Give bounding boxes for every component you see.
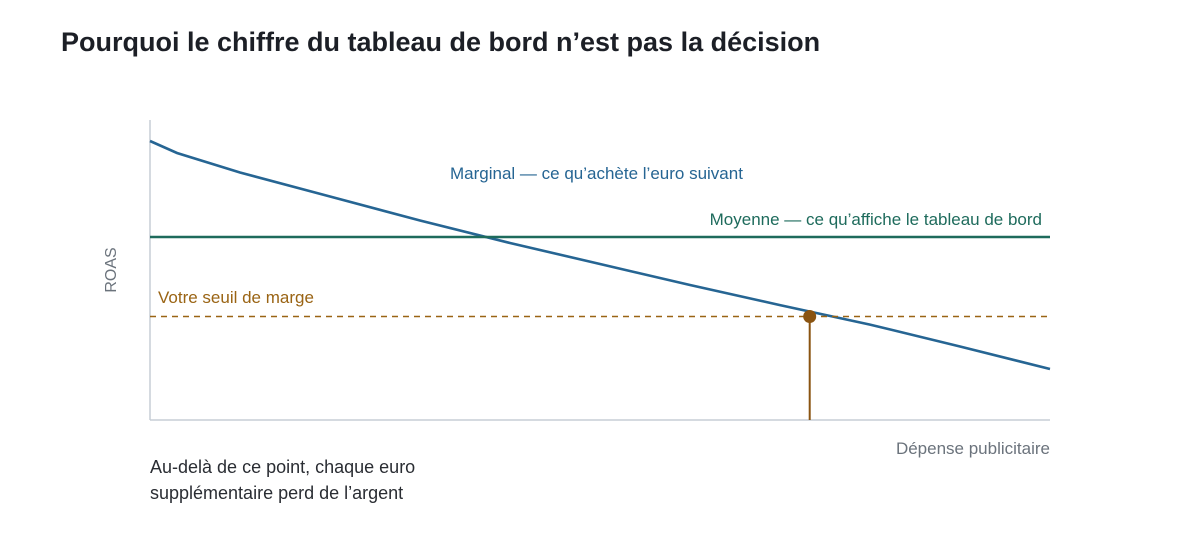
marginal-roas-line — [149, 139, 1051, 371]
marginal-series-label: Marginal — ce qu’achète l’euro suivant — [450, 164, 743, 183]
series-labels: Marginal — ce qu’achète l’euro suivant M… — [158, 164, 1042, 307]
x-axis-label: Dépense publicitaire — [896, 439, 1050, 458]
breakeven-point — [803, 310, 817, 323]
margin-threshold-label: Votre seuil de marge — [158, 288, 314, 307]
annotation-layer — [803, 310, 817, 420]
average-series-label: Moyenne — ce qu’affiche le tableau de bo… — [710, 210, 1042, 229]
y-axis-label: ROAS — [103, 247, 120, 292]
series-layer — [149, 139, 1051, 371]
axes: ROAS Dépense publicitaire — [103, 120, 1050, 458]
page-title: Pourquoi le chiffre du tableau de bord n… — [61, 27, 821, 57]
breakeven-note: Au-delà de ce point, chaque euro supplém… — [150, 457, 416, 503]
